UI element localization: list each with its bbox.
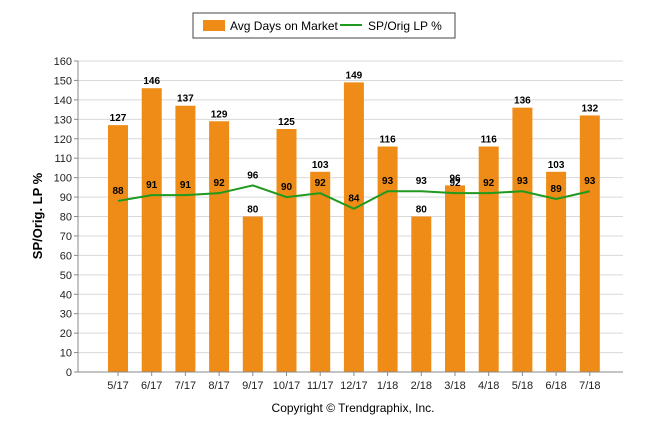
y-tick-label: 0 xyxy=(66,367,72,379)
bar xyxy=(512,107,533,373)
bar-data-label: 103 xyxy=(312,160,329,171)
bar xyxy=(141,88,162,373)
bar-data-label: 80 xyxy=(416,205,428,216)
bar xyxy=(209,121,230,372)
x-tick-label: 12/17 xyxy=(340,380,368,392)
y-tick-labels: 0 10 20 30 40 50 60 70 80 90 100 110 120 130 140 150 160 xyxy=(54,56,72,379)
bar xyxy=(310,171,331,372)
y-tick-label: 100 xyxy=(54,173,72,185)
y-tick-label: 150 xyxy=(54,75,72,87)
bar-data-label: 103 xyxy=(548,160,565,171)
bar-data-label: 137 xyxy=(177,94,194,105)
bar xyxy=(377,146,398,372)
y-tick-label: 20 xyxy=(60,328,72,340)
x-tick-label: 8/17 xyxy=(208,380,229,392)
y-tick-label: 30 xyxy=(60,309,72,321)
copyright-text: Copyright © Trendgraphix, Inc. xyxy=(272,401,435,415)
y-tick-label: 70 xyxy=(60,231,72,243)
y-tick-label: 160 xyxy=(54,56,72,68)
legend-label-line: SP/Orig LP % xyxy=(368,19,442,33)
y-tick-label: 10 xyxy=(60,348,72,360)
line-data-label: 96 xyxy=(247,170,259,181)
x-tick-label: 5/18 xyxy=(512,380,533,392)
bar-data-label: 146 xyxy=(143,76,160,87)
line-data-label: 92 xyxy=(214,178,226,189)
x-tick-label: 6/17 xyxy=(141,380,162,392)
legend-label-bar: Avg Days on Market xyxy=(230,19,338,33)
bar xyxy=(242,216,263,372)
x-tick-labels: 5/17 6/17 7/17 8/17 9/17 10/17 11/17 12/17 1/18 2… xyxy=(107,372,601,392)
bar-data-label: 149 xyxy=(346,70,363,81)
line-data-label: 93 xyxy=(416,176,428,187)
x-tick-label: 11/17 xyxy=(307,380,334,392)
line-data-label: 91 xyxy=(180,180,192,191)
bar-data-label: 129 xyxy=(211,109,228,120)
line-series xyxy=(117,184,591,210)
y-tick-label: 120 xyxy=(54,134,72,146)
line-path xyxy=(117,184,591,210)
bar-data-label: 96 xyxy=(449,173,461,184)
line-data-label: 92 xyxy=(449,178,461,189)
bar-data-label: 136 xyxy=(514,96,531,107)
line-data-label: 91 xyxy=(146,180,158,191)
x-tick-label: 7/17 xyxy=(175,380,196,392)
y-tick-label: 80 xyxy=(60,212,72,224)
bar-data-label: 125 xyxy=(278,117,295,128)
x-tick-label: 9/17 xyxy=(242,380,263,392)
y-tick-label: 110 xyxy=(54,153,72,165)
line-data-label: 93 xyxy=(382,176,394,187)
x-tick-label: 6/18 xyxy=(545,380,566,392)
y-tick-label: 130 xyxy=(54,114,72,126)
y-tick-label: 90 xyxy=(60,192,72,204)
bar xyxy=(579,115,600,373)
line-data-label: 84 xyxy=(348,194,360,205)
bar-data-label: 127 xyxy=(110,113,127,124)
bar xyxy=(411,216,432,372)
line-data-label: 93 xyxy=(584,176,596,187)
x-tick-label: 5/17 xyxy=(107,380,128,392)
line-data-label: 88 xyxy=(112,186,124,197)
legend: Avg Days on Market SP/Orig LP % xyxy=(192,12,456,39)
y-tick-label: 140 xyxy=(54,95,72,107)
y-tick-label: 60 xyxy=(60,250,72,262)
bar xyxy=(478,146,499,372)
bar-data-label: 116 xyxy=(481,135,498,146)
x-tick-label: 7/18 xyxy=(579,380,600,392)
line-data-label: 92 xyxy=(483,178,495,189)
bar xyxy=(445,185,465,372)
bar xyxy=(276,129,297,372)
y-tick-label: 50 xyxy=(60,270,72,282)
y-tick-label: 40 xyxy=(60,289,72,301)
bar xyxy=(108,125,128,372)
line-data-label: 90 xyxy=(281,182,293,193)
bar xyxy=(546,171,567,372)
legend-box xyxy=(192,12,456,39)
y-axis-label: SP/Orig. LP % xyxy=(30,172,45,259)
x-tick-label: 10/17 xyxy=(273,380,301,392)
line-data-label: 92 xyxy=(315,178,327,189)
bar-data-labels: 127 146 137 129 80 125 103 149 116 80 96 116 136 103 1… xyxy=(110,70,599,215)
x-tick-label: 1/18 xyxy=(377,380,398,392)
line-data-label: 93 xyxy=(517,176,529,187)
line-data-label: 89 xyxy=(551,184,563,195)
legend-swatch-bar xyxy=(203,20,225,31)
bar-data-label: 116 xyxy=(380,135,397,146)
bar-data-label: 80 xyxy=(247,205,259,216)
bars xyxy=(108,82,600,373)
x-tick-label: 3/18 xyxy=(444,380,465,392)
x-tick-label: 2/18 xyxy=(411,380,432,392)
bar xyxy=(343,82,364,372)
bar-data-label: 132 xyxy=(581,103,598,114)
bar xyxy=(175,105,196,373)
x-tick-label: 4/18 xyxy=(478,380,499,392)
